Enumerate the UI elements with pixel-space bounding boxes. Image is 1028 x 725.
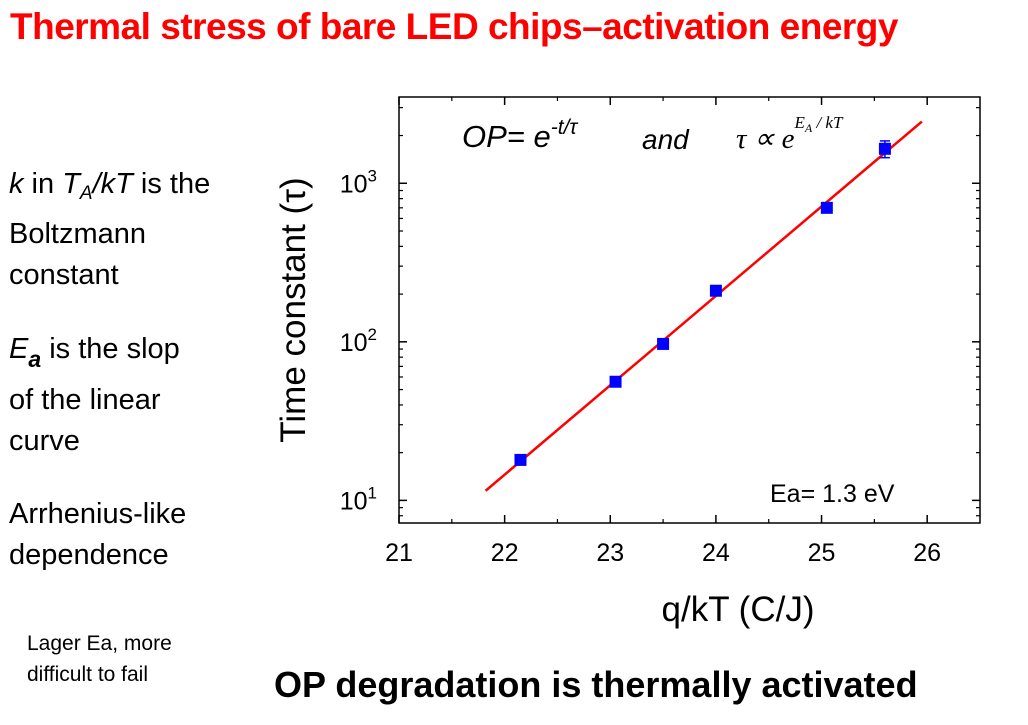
data-points [514, 142, 891, 466]
conclusion-text: OP degradation is thermally activated [274, 664, 918, 705]
k-rest: is the [132, 168, 211, 200]
x-ticks: 21 22 23 24 25 26 [385, 97, 941, 567]
k-T: T [62, 168, 80, 200]
k-kT: kT [100, 168, 133, 200]
ea-a-subscript: a [28, 346, 42, 372]
x-tick-label: 22 [491, 539, 519, 567]
side-note: Lager Ea, more difficult to fail [27, 628, 172, 690]
fit-line [484, 120, 923, 492]
side-text-boltzmann: k in TA/kT is the Boltzmann constant [9, 164, 210, 296]
data-point [609, 375, 622, 388]
k-slash: / [92, 168, 101, 200]
y-ticks: 101 102 103 [340, 107, 980, 517]
data-point [514, 453, 527, 466]
side-text-slope: Ea is the slop of the linear curve [9, 329, 180, 462]
data-point [820, 201, 833, 214]
y-tick-label: 102 [340, 325, 377, 357]
k-A-subscript: A [79, 183, 93, 204]
formula-op: OP= e-t/τ [462, 116, 578, 154]
note-line-2: difficult to fail [27, 663, 149, 686]
k-variable: k [9, 168, 24, 200]
side-line-5: of the linear [9, 384, 161, 416]
x-axis-label: q/kT (C/J) [662, 590, 815, 629]
slide-title: Thermal stress of bare LED chips–activat… [10, 6, 899, 47]
side-line-2: Boltzmann [9, 218, 147, 250]
note-line-1: Lager Ea, more [27, 632, 172, 655]
ea-rest: is the slop [41, 333, 180, 365]
x-tick-label: 26 [913, 539, 941, 567]
y-axis-label: Time constant (τ) [274, 177, 313, 442]
x-tick-label: 25 [808, 539, 836, 567]
y-tick-label: 101 [340, 483, 377, 515]
ea-E: E [9, 333, 29, 365]
x-tick-label: 24 [702, 539, 730, 567]
data-point [657, 337, 670, 350]
data-point [878, 142, 891, 155]
plot-frame [398, 96, 981, 524]
formula-tau: τ ∝ eEA / kT [736, 113, 844, 155]
annotation-ea: Ea= 1.3 eV [770, 480, 895, 508]
side-text-arrhenius: Arrhenius-like dependence [9, 494, 186, 576]
x-tick-label: 23 [596, 539, 624, 567]
k-in: in [23, 168, 63, 200]
side-line-3: constant [9, 259, 119, 291]
data-point [709, 284, 722, 297]
side-line-6: curve [9, 425, 80, 457]
y-tick-label: 103 [340, 166, 377, 198]
formula-and: and [642, 124, 690, 155]
side-line-8: dependence [9, 539, 169, 571]
x-tick-label: 21 [385, 539, 413, 567]
side-line-7: Arrhenius-like [9, 498, 187, 530]
